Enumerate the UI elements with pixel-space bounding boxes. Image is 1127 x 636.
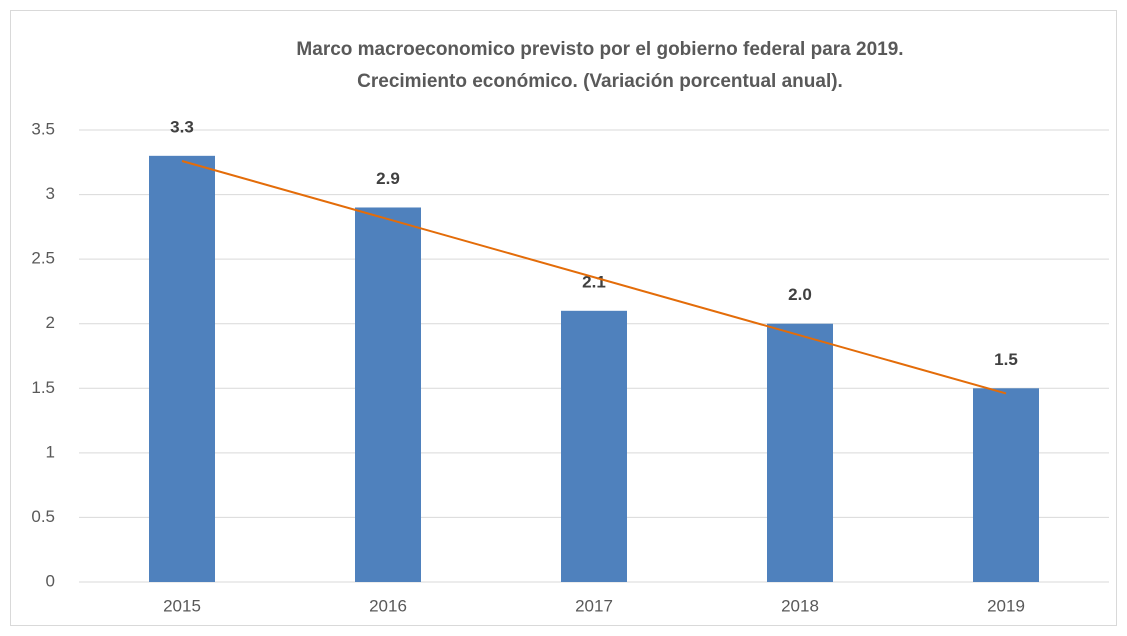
y-tick-label: 2 [46, 313, 55, 332]
y-tick-label: 2.5 [31, 249, 55, 268]
y-tick-label: 0 [46, 571, 55, 590]
y-tick-label: 0.5 [31, 507, 55, 526]
y-tick-label: 1.5 [31, 378, 55, 397]
data-label: 2.1 [582, 272, 606, 291]
bar [355, 207, 421, 582]
bar [561, 310, 627, 582]
bar [973, 388, 1039, 582]
y-tick-label: 1 [46, 442, 55, 461]
y-tick-label: 3.5 [31, 119, 55, 138]
chart-title: Crecimiento económico. (Variación porcen… [357, 71, 843, 92]
chart-title: Marco macroeconomico previsto por el gob… [296, 39, 903, 60]
x-tick-label: 2016 [369, 596, 407, 615]
x-tick-label: 2018 [781, 596, 819, 615]
x-tick-label: 2019 [987, 596, 1025, 615]
x-tick-label: 2015 [163, 596, 201, 615]
x-tick-label: 2017 [575, 596, 613, 615]
bar [767, 323, 833, 582]
data-label: 2.0 [788, 285, 812, 304]
trendline [181, 160, 1007, 395]
data-label: 1.5 [994, 350, 1018, 369]
bar [149, 155, 215, 583]
y-tick-label: 3 [46, 184, 55, 203]
data-label: 2.9 [376, 169, 400, 188]
data-label: 3.3 [170, 117, 194, 136]
